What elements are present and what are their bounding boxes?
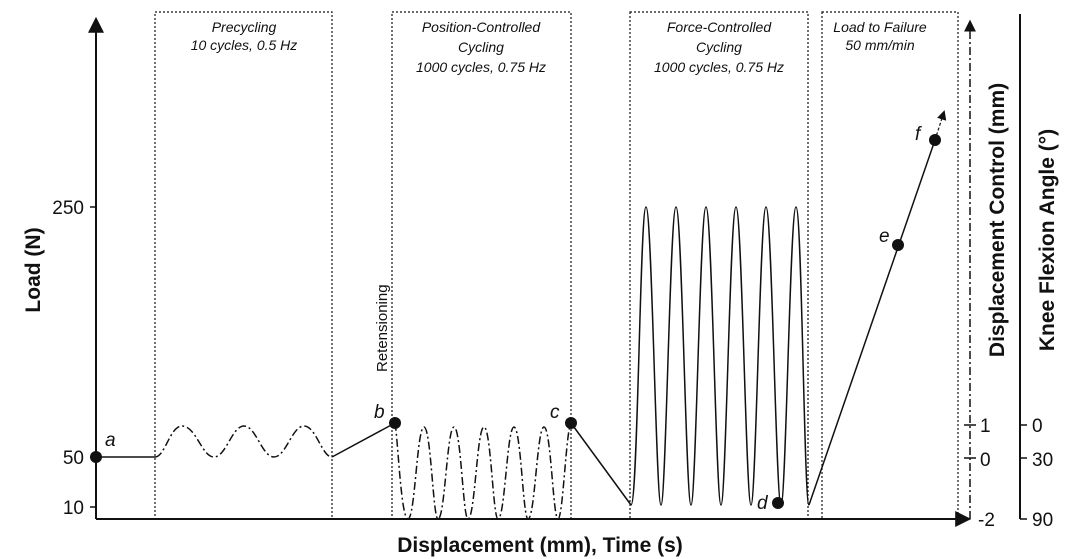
y-tick-label-10: 10 [63,498,84,519]
phase-title-position-controlled: Position-Controlled [422,19,541,35]
phase-detail-load-to-failure: 50 mm/min [845,37,914,53]
phase-title-load-to-failure: Load to Failure [833,19,927,35]
right-axis-1-label: Displacement Control (mm) [986,83,1009,357]
phase-title2-position-controlled: Cycling [458,39,504,55]
point-c [565,417,577,429]
phase-detail-position-controlled: 1000 cycles, 0.75 Hz [416,59,546,75]
phase-title2-force-controlled: Cycling [696,39,742,55]
point-b [389,417,401,429]
right-axis-1-tick-label-neg2: -2 [978,510,995,531]
y-tick-label-50: 50 [63,448,84,469]
phase-detail-force-controlled: 1000 cycles, 0.75 Hz [654,59,784,75]
phase-box-load-to-failure [821,11,959,520]
y-axis-label: Load (N) [22,227,45,312]
point-label-b: b [374,402,385,423]
point-a [90,451,102,463]
right-axis-2-tick-label-90: 90 [1032,510,1053,531]
phase-title-precycling: Precycling [212,19,277,35]
right-axis-2-tick-label-0: 0 [1032,416,1043,437]
x-axis-label: Displacement (mm), Time (s) [397,534,683,557]
force-controlled-wave [630,206,810,506]
right-axis-2-tick-label-30: 30 [1032,450,1053,471]
point-label-e: e [879,226,890,247]
point-label-d: d [757,493,769,514]
phase-detail-precycling: 10 cycles, 0.5 Hz [191,37,298,53]
right-axis-1-tick-label-1: 1 [980,416,991,437]
segment-load-to-failure [808,139,936,506]
right-axis-1-tick-label-0: 0 [980,450,991,471]
phase-box-position-controlled [391,11,572,520]
y-tick-label-250: 250 [52,198,84,219]
point-e [892,239,904,251]
retensioning-label: Retensioning [374,284,391,372]
point-d [772,497,784,509]
precycling-wave [154,425,333,458]
position-controlled-wave [394,422,572,520]
point-label-f: f [915,124,922,145]
phase-box-precycling [154,11,333,520]
segment-retensioning [331,422,396,458]
point-label-a: a [105,430,116,451]
point-f [929,134,941,146]
segment-c-to-force [570,422,632,506]
phase-title-force-controlled: Force-Controlled [667,19,772,35]
right-axis-2-label: Knee Flexion Angle (°) [1036,129,1059,351]
point-label-c: c [550,402,560,423]
